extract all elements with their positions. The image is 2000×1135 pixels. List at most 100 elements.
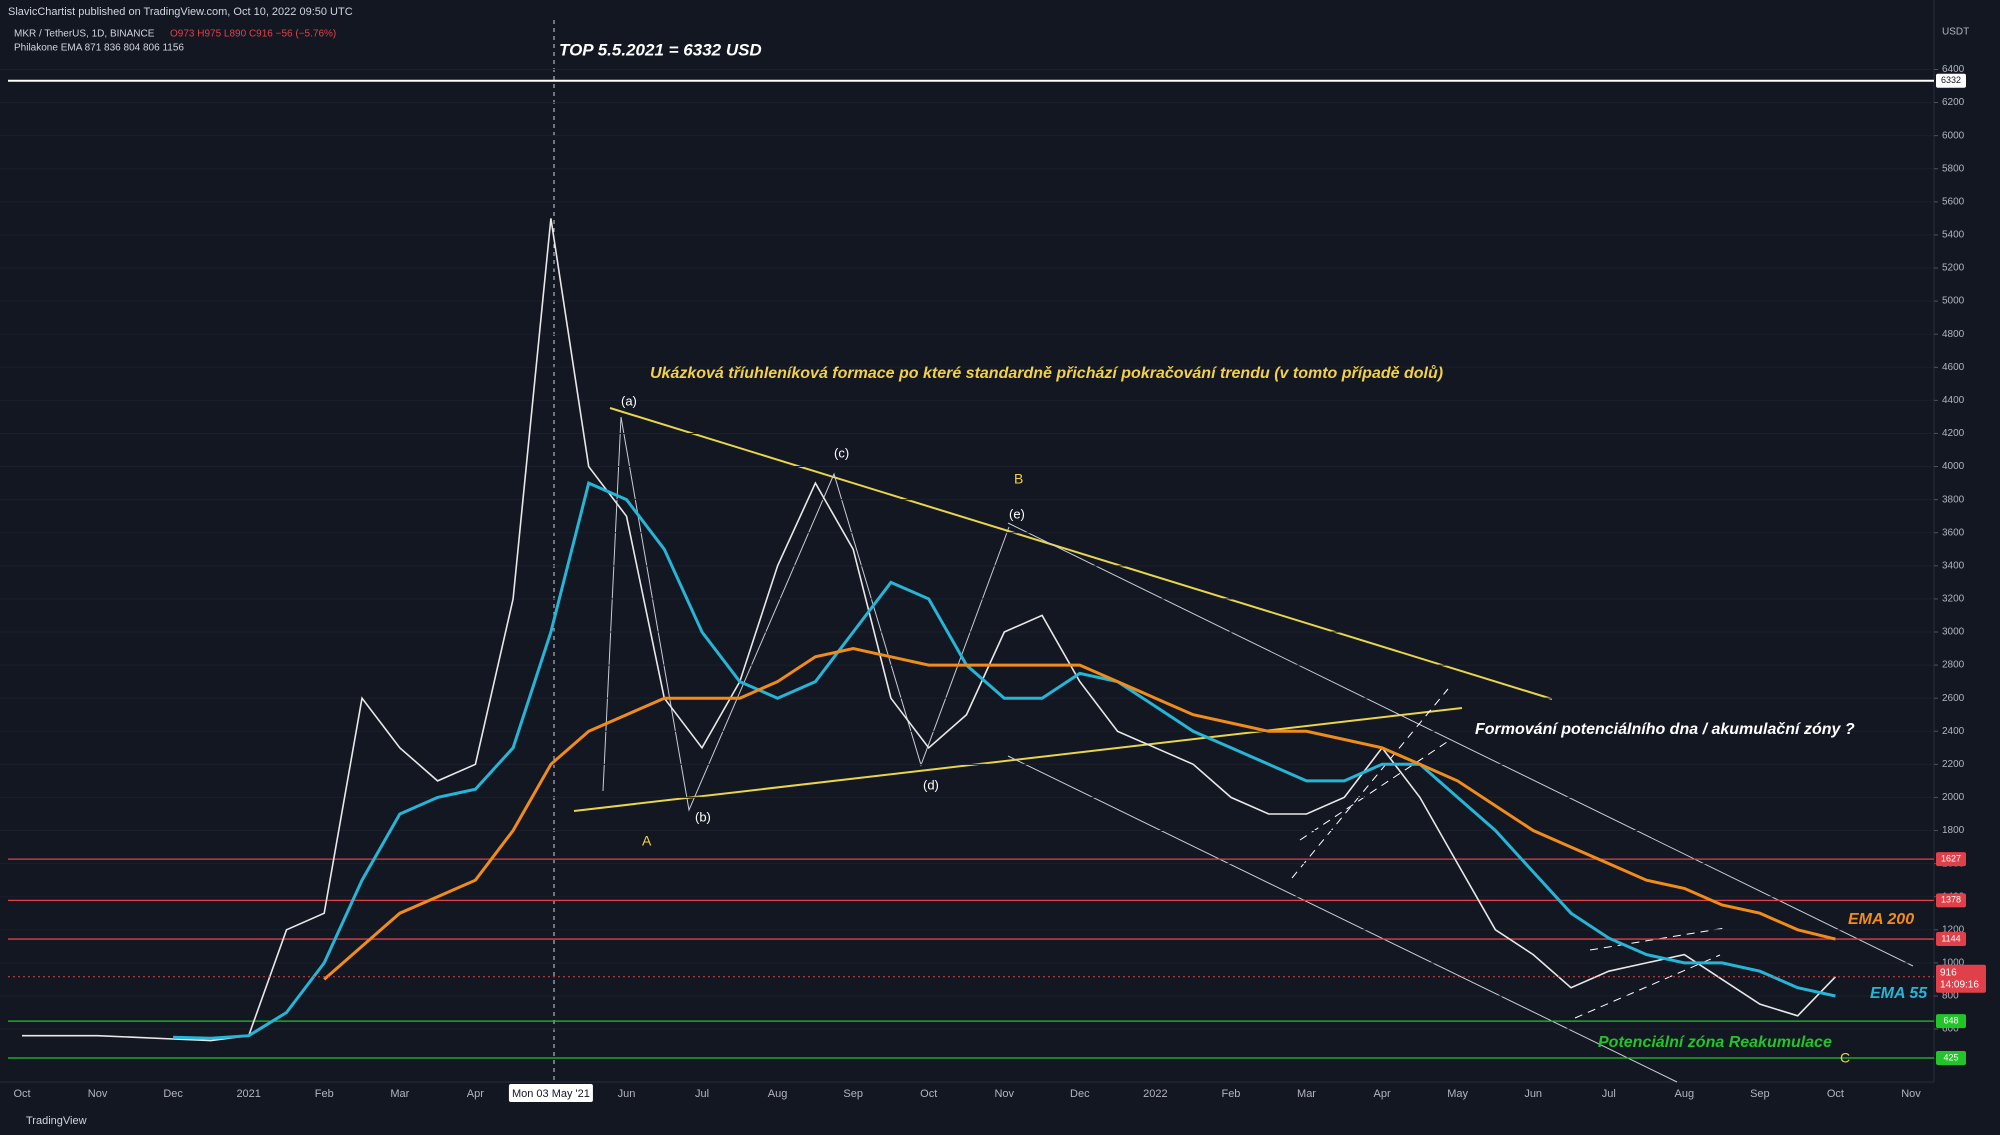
x-tick-label: Feb	[315, 1088, 334, 1100]
symbol: MKR / TetherUS, 1D, BINANCE	[14, 29, 155, 40]
y-tick-label: 6000	[1942, 130, 1965, 141]
x-tick-label: Oct	[13, 1088, 30, 1100]
y-tick-label: 3200	[1942, 594, 1965, 605]
x-tick-label: Nov	[994, 1088, 1014, 1100]
footer: TradingView	[26, 1115, 87, 1127]
x-tick-label: Mar	[390, 1088, 409, 1100]
level-badge	[1936, 1014, 1966, 1029]
y-tick-label: 4000	[1942, 461, 1965, 472]
annotation: Potenciální zóna Reakumulace	[1598, 1034, 1832, 1051]
y-tick-label: 4400	[1942, 395, 1965, 406]
y-tick-label: 3000	[1942, 627, 1965, 638]
x-tick-label: Sep	[1750, 1088, 1770, 1100]
annotation: EMA 200	[1848, 911, 1914, 928]
last-price-label: 916	[1940, 967, 1957, 978]
x-tick-label: Oct	[920, 1088, 937, 1100]
y-tick-label: 600	[1942, 1024, 1959, 1035]
y-tick-label: 3800	[1942, 494, 1965, 505]
y-tick-label: 3600	[1942, 527, 1965, 538]
annotation: C	[1840, 1050, 1850, 1066]
last-price-badge	[1936, 964, 1986, 993]
y-tick-label: 2000	[1942, 792, 1965, 803]
y-tick-label: 5600	[1942, 196, 1965, 207]
annotation: (a)	[621, 393, 637, 408]
annotation: Ukázková tříuhleníková formace po které …	[650, 365, 1443, 382]
annotation: Formování potenciálního dna / akumulační…	[1475, 721, 1855, 738]
x-tick-label: Jun	[1524, 1088, 1542, 1100]
x-tick-label: Jul	[1602, 1088, 1616, 1100]
x-tick-label: Nov	[1901, 1088, 1921, 1100]
publisher: SlavicChartist published on TradingView.…	[8, 6, 353, 18]
annotation: EMA 55	[1870, 985, 1928, 1002]
level-badge	[1936, 932, 1966, 947]
level-label: 1627	[1941, 854, 1961, 864]
level-badge	[1936, 852, 1966, 867]
channel-line	[1007, 755, 1678, 1083]
x-tick-label: Jun	[618, 1088, 636, 1100]
y-tick-label: 3400	[1942, 560, 1965, 571]
x-tick-label: Nov	[88, 1088, 108, 1100]
y-tick-label: 2200	[1942, 759, 1965, 770]
dashed-line	[1574, 954, 1721, 1019]
y-tick-label: 1800	[1942, 825, 1965, 836]
x-tick-label: Apr	[467, 1088, 484, 1100]
level-badge	[1936, 1051, 1966, 1066]
y-tick-label: 4200	[1942, 428, 1965, 439]
trendline	[573, 707, 1463, 812]
crosshair-label-bg	[508, 1084, 593, 1102]
annotation: A	[642, 833, 652, 849]
annotation: (b)	[695, 809, 711, 824]
y-tick-label: 2800	[1942, 660, 1965, 671]
annotation: TOP 5.5.2021 = 6332 USD	[559, 40, 762, 59]
level-badge	[1936, 73, 1966, 88]
annotation: (e)	[1009, 506, 1025, 521]
x-tick-label: Sep	[843, 1088, 863, 1100]
x-tick-label: Dec	[163, 1088, 183, 1100]
y-tick-label: 2400	[1942, 726, 1965, 737]
x-tick-label: May	[1447, 1088, 1468, 1100]
y-tick-label: 1000	[1942, 958, 1965, 969]
wave-path	[602, 416, 1010, 812]
x-tick-label: Oct	[1827, 1088, 1844, 1100]
level-label: 6332	[1941, 75, 1961, 85]
y-tick-label: 4800	[1942, 329, 1965, 340]
y-tick-label: 4600	[1942, 362, 1965, 373]
level-label: 1144	[1941, 933, 1960, 943]
y-tick-label: 5000	[1942, 296, 1965, 307]
x-tick-label: Aug	[768, 1088, 788, 1100]
series-line	[173, 481, 1836, 1040]
x-tick-label: Mar	[1297, 1088, 1316, 1100]
level-label: 648	[1943, 1015, 1958, 1025]
channel-line	[1007, 522, 1914, 967]
y-tick-label: 6200	[1942, 97, 1965, 108]
y-tick-label: 5400	[1942, 230, 1965, 241]
annotation: (c)	[834, 445, 849, 460]
dashed-line	[1589, 927, 1726, 951]
dashed-line	[1299, 739, 1451, 841]
x-tick-label: Aug	[1675, 1088, 1695, 1100]
trendline	[609, 407, 1553, 700]
x-tick-label: Feb	[1221, 1088, 1240, 1100]
x-tick-label: Dec	[1070, 1088, 1090, 1100]
y-tick-label: 5200	[1942, 263, 1965, 274]
y-tick-label: 800	[1942, 991, 1959, 1002]
level-label: 425	[1943, 1052, 1958, 1062]
annotation: B	[1014, 471, 1023, 487]
y-tick-label: 6400	[1942, 64, 1965, 75]
indicator: Philakone EMA 871 836 804 806 1156	[14, 43, 184, 54]
x-tick-label: Mon 03 May '21	[512, 1088, 590, 1100]
x-tick-label: 2022	[1143, 1088, 1167, 1100]
y-tick-label: 5800	[1942, 163, 1965, 174]
ohlc: O973 H975 L890 C916 −56 (−5.76%)	[170, 29, 336, 40]
level-badge	[1936, 893, 1966, 908]
series-line	[22, 218, 1836, 1042]
y-tick-label: 2600	[1942, 693, 1965, 704]
countdown: 14:09:16	[1940, 979, 1979, 990]
x-tick-label: Apr	[1374, 1088, 1391, 1100]
axis-unit: USDT	[1942, 27, 1969, 38]
x-tick-label: 2021	[236, 1088, 260, 1100]
level-label: 1378	[1941, 895, 1961, 905]
y-tick-label: 1200	[1942, 924, 1965, 935]
